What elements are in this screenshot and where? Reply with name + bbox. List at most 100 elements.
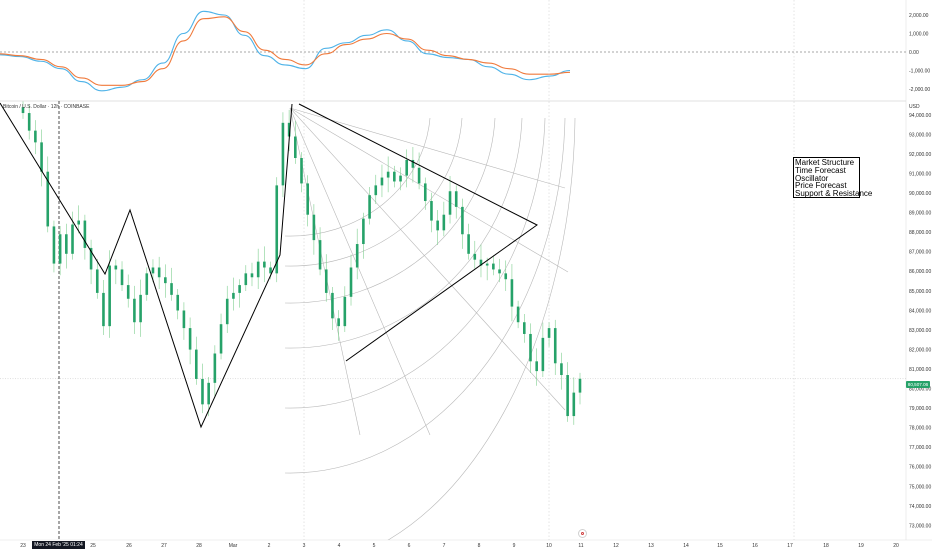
date-axis-label: 4 [338, 543, 341, 549]
candle-body [294, 136, 297, 159]
date-axis-label: 12 [613, 543, 619, 549]
candle-body [523, 322, 526, 334]
legend-oscillator: Oscillator [795, 173, 829, 183]
candle-body [40, 142, 43, 172]
candle-body [275, 185, 279, 274]
candle-body [102, 292, 105, 327]
candle-body [368, 195, 371, 219]
date-axis-label: 15 [717, 543, 723, 549]
candle-body [238, 285, 241, 293]
candle-body [176, 294, 180, 311]
oscillator-axis-label: 2,000.00 [909, 13, 929, 19]
currency-label: USD [909, 104, 920, 110]
candle-body [281, 122, 285, 186]
candle-body [337, 318, 340, 327]
forecast-ray [289, 107, 431, 436]
candle-body [164, 277, 167, 284]
candle-body [355, 244, 359, 268]
crosshair-date-label: Mon 24 Feb '25 01:24 [32, 541, 85, 549]
price-axis-label: 80,000.00 [909, 387, 931, 393]
price-axis-label: 91,000.00 [909, 171, 931, 177]
candle-body [95, 269, 99, 293]
date-axis-label: 27 [161, 543, 167, 549]
time-forecast-arc [284, 117, 431, 237]
date-axis-label: 6 [408, 543, 411, 549]
time-forecast-arc [284, 117, 463, 267]
candle-body [411, 159, 415, 168]
candle-body [324, 269, 328, 293]
candle-body [479, 259, 483, 266]
price-axis-label: 78,000.00 [909, 426, 931, 432]
candle-body [436, 220, 439, 231]
date-axis-label: 16 [752, 543, 758, 549]
candle-body [114, 265, 118, 270]
candle-body [343, 296, 347, 327]
price-axis-label: 89,000.00 [909, 211, 931, 217]
candle-body [182, 310, 186, 329]
price-axis-label: 83,000.00 [909, 328, 931, 334]
candle-body [83, 220, 87, 248]
candle-body [188, 328, 192, 350]
candle-body [108, 265, 111, 327]
price-axis-label: 90,000.00 [909, 191, 931, 197]
price-axis-label: 94,000.00 [909, 113, 931, 119]
candle-body [71, 224, 74, 254]
oscillator-line-0 [0, 10, 571, 92]
date-axis-label: 19 [858, 543, 864, 549]
candle-body [306, 183, 309, 215]
candle-body [46, 171, 50, 227]
time-forecast-arc [284, 117, 523, 349]
candle-body [504, 273, 508, 280]
candle-body [553, 328, 557, 364]
date-axis-label: 8 [478, 543, 481, 549]
candle-body [374, 185, 378, 196]
candle-body [139, 294, 142, 323]
candle-body [578, 378, 582, 393]
oscillator-axis-label: -2,000.00 [909, 87, 930, 93]
candle-body [380, 177, 384, 186]
candle-body [566, 375, 569, 417]
date-axis-label: 11 [578, 543, 583, 549]
candle-body [393, 171, 396, 182]
go-to-realtime-icon[interactable] [578, 529, 587, 538]
oscillator-axis-label: 0.00 [909, 50, 919, 56]
candle-body [362, 218, 365, 245]
price-axis-label: 81,000.00 [909, 367, 931, 373]
candle-body [541, 337, 545, 372]
symbol-title[interactable]: Bitcoin / U.S. Dollar · 12h · COINBASE [3, 104, 90, 110]
candle-body [492, 263, 495, 270]
date-axis-label: 13 [648, 543, 654, 549]
time-forecast-arc [284, 117, 496, 304]
candle-body [312, 214, 316, 241]
candle-body [219, 324, 223, 354]
candle-body [145, 273, 149, 295]
candle-body [244, 273, 248, 286]
date-axis-label: 17 [787, 543, 793, 549]
candle-body [510, 279, 514, 307]
price-axis-label: 84,000.00 [909, 308, 931, 314]
time-forecast-arc [284, 117, 566, 474]
candle-body [263, 261, 266, 268]
candle-body [349, 267, 353, 297]
date-axis-label: 3 [303, 543, 306, 549]
candle-body [448, 191, 452, 215]
date-axis-label: 23 [20, 543, 26, 549]
candle-body [287, 122, 291, 137]
price-axis-label: 73,000.00 [909, 523, 931, 529]
price-axis-label: 93,000.00 [909, 132, 931, 138]
candle-body [454, 191, 458, 207]
candle-body [65, 234, 68, 254]
date-axis-label: 28 [196, 543, 202, 549]
candle-body [399, 175, 402, 182]
candle-body [126, 285, 130, 299]
candle-body [331, 292, 334, 319]
candle-body [386, 171, 390, 178]
candle-body [405, 159, 409, 176]
go-to-realtime-icon-dot [581, 532, 584, 535]
candle-body [21, 107, 25, 114]
forecast-ray [289, 107, 566, 411]
candle-body [256, 261, 260, 278]
candle-body [516, 306, 520, 323]
price-axis-label: 87,000.00 [909, 250, 931, 256]
